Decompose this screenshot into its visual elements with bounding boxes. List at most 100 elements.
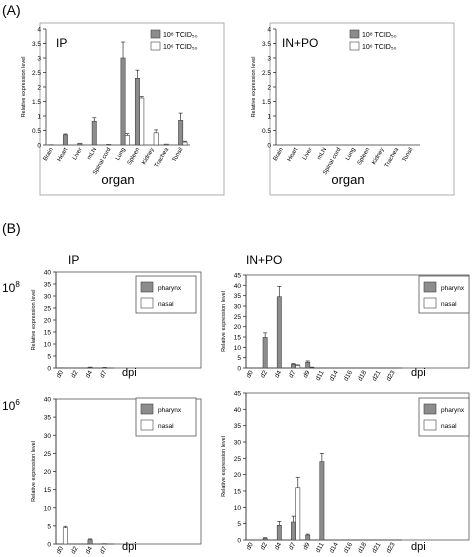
bar-gray: [276, 296, 282, 369]
legend-swatch: [150, 41, 161, 51]
legend-label: nasal: [441, 301, 457, 308]
x-tick-label: d23: [385, 541, 397, 554]
chart-b_inpo_106: 0 5 10 15 20 25 30 35 40 45 Relative expression le…: [221, 391, 470, 554]
y-tick-label: 5: [237, 521, 241, 528]
x-tick-label: d7: [99, 369, 109, 379]
y-tick-label: 20: [234, 472, 242, 479]
y-tick-label: 45: [234, 391, 242, 398]
x-tick-label: Lung: [345, 147, 357, 162]
y-tick-label: 5: [237, 355, 241, 362]
bar-white: [153, 132, 159, 146]
x-tick-label: d11: [314, 541, 325, 554]
x-tick-label: Heart: [287, 147, 300, 163]
legend-label: nasal: [158, 301, 174, 308]
y-tick-label: 1: [267, 114, 271, 121]
x-tick-label: d7: [288, 369, 298, 379]
bar-gray: [91, 120, 97, 146]
legend-label: pharynx: [158, 407, 182, 414]
legend-swatch: [140, 281, 154, 293]
bar-gray: [106, 144, 112, 146]
x-axis-label: dpi: [411, 541, 426, 553]
x-tick-label: d9: [302, 369, 312, 379]
bar-gray: [291, 521, 296, 541]
chart-title-a-ip: IP: [56, 36, 68, 50]
panel-label-a: (A): [2, 2, 21, 18]
y-tick-label: 30: [44, 433, 52, 440]
y-tick-label: 0.5: [32, 128, 41, 135]
legend-swatch: [349, 29, 360, 39]
y-tick-label: 4: [37, 27, 41, 34]
y-tick-label: 10: [234, 505, 242, 512]
x-tick-label: d0: [55, 369, 65, 379]
y-tick-label: 0: [267, 143, 271, 150]
y-tick-label: 5: [47, 354, 51, 361]
legend-swatch: [140, 403, 154, 415]
x-tick-label: d16: [343, 369, 355, 382]
x-tick-label: d18: [357, 369, 369, 382]
y-tick-label: 3.5: [32, 41, 41, 48]
panel-label-b: (B): [2, 220, 21, 236]
x-tick-label: d7: [288, 541, 298, 551]
y-tick-label: 3: [267, 56, 271, 63]
y-tick-label: 20: [44, 318, 52, 325]
x-tick-label: mLN: [87, 147, 99, 161]
x-tick-label: d4: [84, 369, 94, 379]
bar-gray: [120, 57, 126, 146]
bar-gray: [163, 143, 169, 146]
legend-swatch: [349, 41, 360, 51]
y-tick-label: 25: [234, 456, 242, 463]
y-axis-label: Relative expression level: [221, 291, 227, 352]
x-tick-label: d9: [302, 541, 312, 551]
y-tick-label: 0: [37, 143, 41, 150]
y-tick-label: 15: [234, 335, 242, 342]
y-tick-label: 20: [44, 469, 52, 476]
y-tick-label: 30: [44, 294, 52, 301]
y-tick-label: 20: [234, 324, 242, 331]
x-tick-label: d4: [84, 545, 94, 555]
legend-swatch: [423, 297, 437, 309]
y-tick-label: 40: [44, 270, 52, 277]
x-tick-label: Trachea: [384, 146, 400, 168]
y-tick-label: 1: [37, 114, 41, 121]
y-axis-label: Relative expression level: [31, 441, 37, 502]
x-tick-label: d18: [357, 541, 369, 554]
x-tick-label: d4: [274, 369, 284, 379]
y-tick-label: 2.5: [32, 70, 41, 77]
legend-label: pharynx: [441, 407, 465, 414]
x-tick-label: Kidney: [371, 147, 385, 166]
x-tick-label: d7: [99, 545, 109, 555]
legend-label: 10⁸ TCID₅₀: [362, 32, 397, 39]
x-tick-label: Kidney: [141, 147, 155, 166]
y-tick-label: 0: [237, 538, 241, 545]
y-tick-label: 4: [267, 27, 271, 34]
x-tick-label: d16: [343, 541, 355, 554]
y-tick-label: 0.5: [262, 128, 271, 135]
chart-title-b-ip: IP: [68, 253, 80, 267]
chart-title-a-inpo: IN+PO: [282, 36, 319, 50]
x-tick-label: d23: [385, 369, 397, 382]
y-tick-label: 0: [237, 366, 241, 373]
legend-swatch: [423, 281, 437, 293]
bar-gray: [178, 120, 184, 146]
x-tick-label: d4: [274, 541, 284, 551]
legend-swatch: [140, 419, 154, 431]
legend-swatch: [140, 297, 154, 309]
x-axis-label: dpi: [122, 367, 137, 379]
x-tick-label: d2: [259, 369, 269, 379]
bar-gray: [77, 142, 83, 146]
x-tick-label: d21: [371, 541, 383, 554]
bar-white: [295, 487, 301, 541]
y-tick-label: 10: [234, 345, 242, 352]
y-tick-label: 2.5: [262, 70, 271, 77]
legend-swatch: [423, 403, 437, 415]
y-tick-label: 45: [234, 273, 242, 280]
y-tick-label: 3: [37, 56, 41, 63]
x-tick-label: d14: [328, 369, 340, 382]
bar-gray: [305, 534, 311, 541]
bar-white: [62, 527, 68, 545]
bar-gray: [262, 337, 268, 369]
legend-swatch: [150, 29, 161, 39]
x-tick-label: d2: [70, 369, 80, 379]
y-tick-label: 0: [47, 542, 51, 549]
